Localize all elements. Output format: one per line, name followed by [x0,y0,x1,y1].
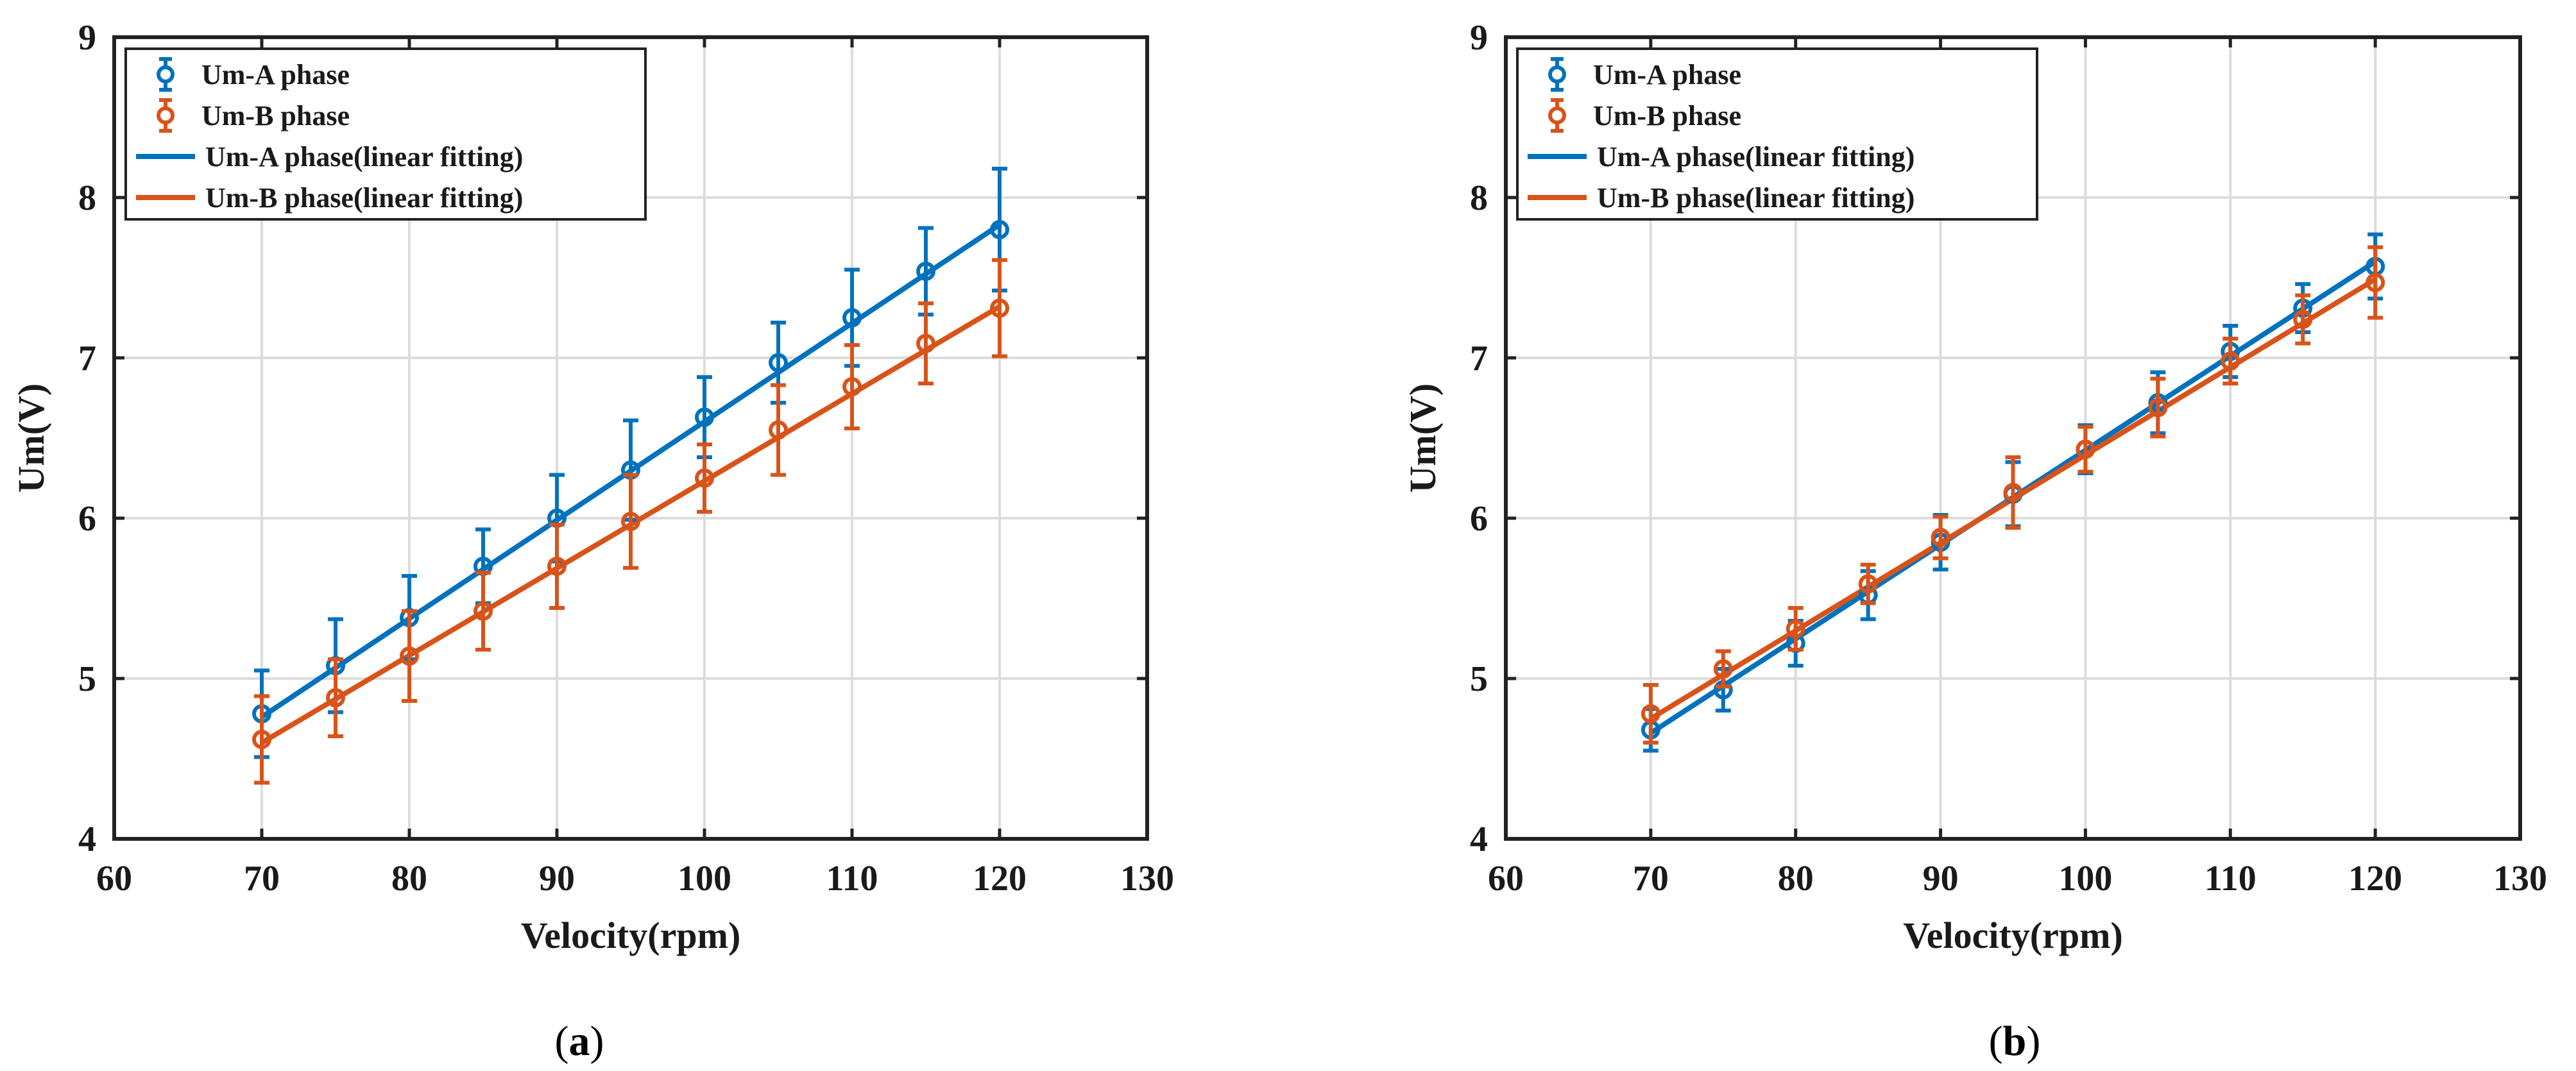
x-tick-label: 70 [1633,859,1669,898]
caption-close: ) [2026,1018,2040,1065]
caption-open: ( [1989,1018,2003,1065]
legend-marker [1548,65,1566,83]
data-point [1713,659,1733,679]
y-tick-label: 7 [1470,339,1488,378]
legend-box [124,47,647,221]
legend-label: Um-A phase [201,59,350,90]
data-point [695,407,714,427]
y-tick-label: 8 [1470,178,1488,218]
chart-panel-a: 60 70 80 90 100 110 120 130 4 5 6 7 8 9 Velocity(rpm) U… [10,18,1174,1065]
data-point [2076,439,2095,459]
legend-label: Um-A phase [1593,59,1741,90]
legend: Um-A phase Um-B phase Um-A phase(linear fi… [1516,47,2038,221]
data-point [2148,398,2168,417]
x-tick-label: 60 [96,859,132,898]
data-point [916,262,935,281]
y-tick-label: 4 [1470,820,1488,859]
y-tick-label: 5 [78,659,96,699]
x-tick-label: 80 [1778,859,1814,898]
x-tick-label: 80 [391,859,427,898]
x-tick-label: 100 [678,859,731,898]
legend-label: Um-B phase(linear fitting) [205,182,523,214]
x-tick-label: 120 [2348,859,2402,898]
x-axis-label: Velocity(rpm) [521,915,741,956]
axes-frame [1504,35,2522,841]
data-point [916,333,935,353]
x-tick-label: 110 [826,859,878,898]
data-point [769,420,788,440]
x-tick-label: 70 [244,859,280,898]
x-tick-label: 120 [973,859,1027,898]
x-tick-label: 130 [2493,859,2547,898]
y-tick-label: 7 [78,339,96,378]
data-point [990,220,1009,239]
x-tick-label: 60 [1488,859,1524,898]
panel-caption: (a) [555,1018,604,1065]
data-point [252,730,271,749]
x-tick-label: 100 [2058,859,2112,898]
y-tick-label: 6 [1470,499,1488,539]
x-axis-label: Velocity(rpm) [1903,915,2123,956]
y-tick-label: 9 [1470,18,1488,58]
legend: Um-A phase Um-B phase Um-A phase(linear fi… [124,47,647,221]
caption-letter: b [2003,1018,2027,1065]
legend-marker [157,65,175,83]
data-point [2003,483,2023,502]
caption-close: ) [590,1018,604,1065]
data-point [2366,273,2385,292]
axes-frame [112,35,1149,841]
chart-panel-b: 60 70 80 90 100 110 120 130 4 5 6 7 8 9 Velocity(rpm) U… [1402,18,2547,1065]
x-tick-label: 90 [1923,859,1959,898]
data-point [990,298,1009,318]
data-point [842,308,862,328]
data-point [400,646,419,666]
caption-open: ( [555,1018,569,1065]
y-tick-label: 8 [78,178,96,218]
x-tick-label: 90 [539,859,575,898]
data-point [2221,351,2240,371]
y-tick-label: 4 [78,820,96,859]
y-tick-label: 6 [78,499,96,539]
data-point [1858,574,1878,594]
legend-label: Um-A phase(linear fitting) [205,141,523,173]
data-point [769,353,788,373]
y-axis-label: Um(V) [10,384,52,493]
y-tick-label: 9 [78,18,96,58]
x-tick-label: 110 [2205,859,2256,898]
data-point [2293,310,2313,329]
legend-marker [157,106,175,124]
caption-letter: a [569,1018,590,1065]
data-point [326,688,345,707]
legend-box [1516,47,2038,221]
data-point [621,512,640,531]
legend-label: Um-B phase [1593,100,1741,131]
data-point [547,557,567,576]
data-point [1786,619,1805,639]
legend-label: Um-A phase(linear fitting) [1597,141,1915,173]
legend-label: Um-B phase [201,100,350,131]
data-point [473,602,493,621]
y-tick-label: 5 [1470,659,1488,699]
legend-label: Um-B phase(linear fitting) [1597,182,1915,214]
x-tick-label: 130 [1120,859,1174,898]
data-point [1931,528,1950,547]
panel-caption: (b) [1989,1018,2041,1065]
data-point [842,377,862,396]
data-point [695,468,714,488]
legend-marker [1548,106,1566,124]
y-axis-label: Um(V) [1402,384,1444,493]
data-point [1641,704,1660,723]
